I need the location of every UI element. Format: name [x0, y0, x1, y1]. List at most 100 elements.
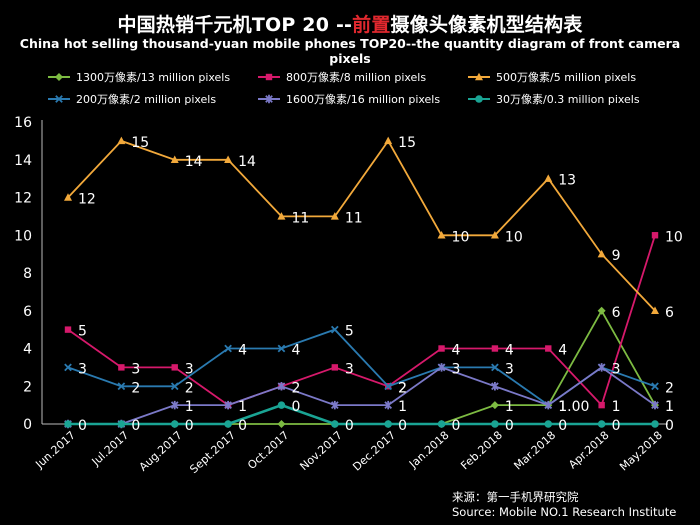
data-point-200-2-million-pixels: [277, 344, 286, 353]
data-point-500-5-million-pixels: [170, 155, 179, 163]
data-point-200-2-million-pixels: [384, 382, 393, 391]
y-tick-label: 10: [14, 228, 32, 244]
data-point-200-2-million-pixels: [170, 382, 179, 391]
legend-label: 500万像素/5 million pixels: [496, 71, 636, 84]
data-point-800-8-million-pixels: [438, 345, 445, 352]
data-point-30-0-3-million-pixels: [544, 420, 553, 428]
data-label-200-2-million-pixels: 3: [78, 361, 87, 377]
data-point-30-0-3-million-pixels: [224, 420, 232, 428]
data-point-800-8-million-pixels: [598, 401, 605, 409]
data-point-800-8-million-pixels: [545, 345, 552, 352]
data-point-200-2-million-pixels: [651, 382, 659, 391]
data-label-200-2-million-pixels: 2: [665, 380, 674, 396]
data-point-1300-13-million-pixels: [597, 306, 606, 315]
y-tick-label: 2: [23, 379, 32, 395]
data-point-200-2-million-pixels: [64, 363, 72, 372]
data-label-200-2-million-pixels: 5: [345, 324, 354, 340]
data-point-30-0-3-million-pixels: [491, 420, 499, 428]
legend-marker: [265, 73, 273, 81]
data-point-1600-16-million-pixels: [651, 400, 659, 410]
data-label-800-8-million-pixels: 3: [131, 361, 140, 377]
x-tick-label: Mar.2018: [511, 429, 558, 473]
data-label-500-5-million-pixels: 6: [665, 305, 674, 321]
legend-marker: [475, 72, 483, 81]
chart-title-part1: 中国热销千元机TOP 20 --: [117, 14, 353, 36]
data-point-30-0-3-million-pixels: [437, 420, 446, 428]
data-label-500-5-million-pixels: 14: [185, 154, 203, 170]
series-line-500-5-million-pixels: [67, 139, 656, 312]
data-label-800-8-million-pixels: 1: [238, 399, 247, 415]
data-point-1600-16-million-pixels: [544, 400, 553, 410]
data-point-500-5-million-pixels: [224, 155, 233, 163]
data-point-800-8-million-pixels: [64, 326, 72, 333]
data-label-30-0-3-million-pixels: 0: [345, 418, 354, 434]
data-label-200-2-million-pixels: 3: [452, 361, 461, 377]
x-tick-label: Jun.2017: [32, 429, 78, 472]
data-label-200-2-million-pixels: 1.00: [558, 399, 589, 415]
y-tick-label: 16: [14, 115, 32, 131]
data-point-200-2-million-pixels: [330, 325, 339, 334]
data-point-800-8-million-pixels: [118, 364, 125, 371]
data-label-200-2-million-pixels: 2: [185, 380, 194, 396]
y-tick-label: 14: [14, 153, 32, 169]
data-label-500-5-million-pixels: 10: [452, 229, 470, 245]
x-tick-label: Jul.2017: [89, 429, 132, 469]
chart-subtitle: China hot selling thousand-yuan mobile p…: [19, 36, 681, 66]
data-label-30-0-3-million-pixels: 0: [612, 418, 621, 434]
data-label-30-0-3-million-pixels: 0: [398, 418, 407, 434]
data-point-1600-16-million-pixels: [597, 363, 606, 372]
y-tick-label: 4: [23, 342, 32, 358]
data-point-500-5-million-pixels: [437, 231, 446, 239]
data-label-800-8-million-pixels: 4: [452, 343, 461, 359]
data-label-800-8-million-pixels: 2: [291, 380, 300, 396]
data-label-500-5-million-pixels: 15: [131, 135, 149, 151]
data-point-30-0-3-million-pixels: [331, 420, 339, 428]
data-label-30-0-3-million-pixels: 0: [291, 399, 300, 415]
data-label-1300-13-million-pixels: 1: [558, 399, 567, 415]
data-point-500-5-million-pixels: [597, 249, 606, 258]
data-point-500-5-million-pixels: [384, 136, 393, 145]
data-label-200-2-million-pixels: 3: [612, 361, 621, 377]
data-point-500-5-million-pixels: [544, 174, 553, 182]
data-label-800-8-million-pixels: 4: [558, 343, 567, 359]
y-tick-label: 6: [23, 304, 32, 320]
data-label-800-8-million-pixels: 4: [505, 343, 514, 359]
data-label-800-8-million-pixels: 10: [665, 229, 683, 245]
legend-marker: [55, 95, 63, 103]
x-tick-label: Dec.2017: [350, 429, 398, 474]
x-tick-label: Apr.2018: [566, 429, 611, 472]
series-line-1600-16-million-pixels: [68, 366, 656, 425]
data-point-30-0-3-million-pixels: [384, 420, 392, 428]
data-label-500-5-million-pixels: 15: [398, 135, 416, 151]
chart-title-highlight: 前置: [352, 14, 391, 36]
series-line-800-8-million-pixels: [67, 235, 656, 407]
legend-label: 1300万像素/13 million pixels: [76, 71, 230, 84]
data-label-1600-16-million-pixels: 1: [398, 399, 407, 415]
x-tick-label: May.2018: [617, 429, 665, 474]
data-point-800-8-million-pixels: [171, 364, 178, 371]
legend-label: 200万像素/2 million pixels: [76, 93, 216, 106]
data-point-30-0-3-million-pixels: [170, 420, 179, 428]
data-label-500-5-million-pixels: 14: [238, 154, 256, 170]
data-point-800-8-million-pixels: [491, 345, 499, 352]
data-label-1600-16-million-pixels: 1: [185, 399, 194, 415]
data-point-1600-16-million-pixels: [491, 382, 499, 391]
data-point-30-0-3-million-pixels: [64, 420, 72, 428]
data-label-30-0-3-million-pixels: 0: [505, 418, 514, 434]
data-point-500-5-million-pixels: [651, 306, 659, 314]
data-label-1300-13-million-pixels: 1: [665, 399, 674, 415]
data-label-800-8-million-pixels: 2: [398, 380, 407, 396]
data-label-30-0-3-million-pixels: 0: [78, 418, 87, 434]
data-label-30-0-3-million-pixels: 0: [558, 418, 567, 434]
data-point-200-2-million-pixels: [224, 344, 232, 353]
data-point-800-8-million-pixels: [331, 364, 339, 371]
x-tick-label: Sept.2017: [187, 429, 238, 476]
data-point-500-5-million-pixels: [330, 212, 339, 220]
data-label-200-2-million-pixels: 4: [291, 343, 300, 359]
data-point-1600-16-million-pixels: [277, 382, 286, 391]
data-point-1600-16-million-pixels: [170, 400, 179, 410]
data-label-500-5-million-pixels: 11: [291, 210, 309, 226]
data-label-1300-13-million-pixels: 6: [612, 305, 621, 321]
x-tick-label: Aug.2017: [137, 429, 185, 474]
data-label-30-0-3-million-pixels: 0: [238, 418, 247, 434]
